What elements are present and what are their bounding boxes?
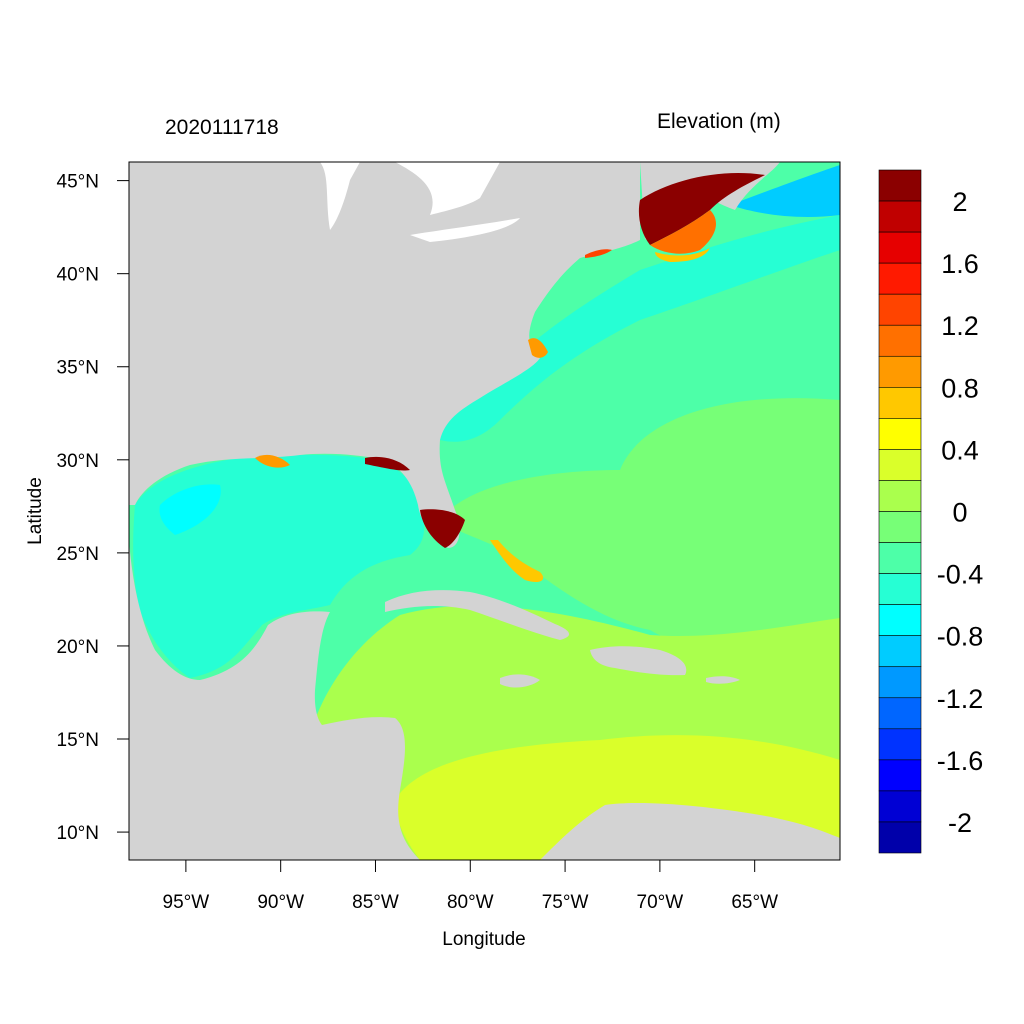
colorbar-label: 0.8	[941, 373, 979, 403]
south-america-land	[540, 803, 840, 860]
colorbar-swatch	[878, 759, 922, 792]
colorbar-swatch	[878, 697, 922, 730]
colorbar-swatch	[878, 604, 922, 636]
date-label: 2020111718	[165, 116, 279, 139]
lon-tick-label: 80°W	[447, 892, 494, 913]
colorbar-label: 1.2	[941, 311, 979, 341]
colorbar-label: 1.6	[941, 249, 979, 279]
colorbar-swatch	[878, 728, 922, 761]
colorbar-swatch	[878, 293, 922, 326]
north-negative-zone	[730, 165, 840, 217]
y-axis-label: Latitude	[25, 477, 46, 545]
colorbar-label: -0.8	[937, 622, 984, 652]
lat-tick-label: 15°N	[57, 730, 99, 751]
colorbar-swatch	[878, 821, 922, 854]
mexico-land	[129, 540, 420, 860]
variable-title: Elevation (m)	[657, 110, 781, 133]
surge-new-england-fringe	[655, 248, 710, 262]
colorbar-swatch	[878, 418, 922, 450]
colorbar-swatch	[878, 635, 922, 668]
lat-tick-label: 25°N	[57, 544, 99, 565]
puerto-rico-land	[706, 676, 740, 684]
lon-tick-label: 70°W	[637, 892, 684, 913]
lat-tick-label: 10°N	[57, 823, 99, 844]
colorbar-swatch	[878, 324, 922, 357]
colorbar-swatch	[878, 387, 922, 419]
colorbar-swatch	[878, 480, 922, 512]
jamaica-land	[500, 674, 540, 688]
colorbar-label: 0.4	[941, 435, 979, 465]
atlantic-coastal-zone	[440, 215, 840, 442]
colorbar-label: -0.4	[937, 560, 984, 590]
gulf-low-zone	[159, 484, 221, 535]
longitude-axis: 95°W 90°W 85°W 80°W 75°W 70°W 65°W	[163, 860, 778, 913]
colorbar-label: -2	[948, 808, 972, 838]
lon-tick-label: 90°W	[257, 892, 304, 913]
lon-tick-label: 95°W	[163, 892, 210, 913]
colorbar-swatch	[878, 511, 922, 543]
latitude-axis: 10°N 15°N 20°N 25°N 30°N 35°N 40°N 45°N	[57, 172, 129, 844]
colorbar-swatch	[878, 200, 922, 233]
surge-new-england-edge	[650, 210, 716, 254]
surge-new-england	[638, 172, 765, 245]
surge-louisiana	[255, 454, 290, 468]
lon-tick-label: 85°W	[352, 892, 399, 913]
surge-big-bend	[365, 456, 410, 471]
hispaniola-land	[590, 646, 687, 676]
north-america-land	[129, 162, 640, 548]
lat-tick-label: 40°N	[57, 265, 99, 286]
colorbar-label: 0	[952, 498, 967, 528]
lon-tick-label: 65°W	[731, 892, 778, 913]
colorbar-swatch	[878, 262, 922, 295]
colorbar-swatch	[878, 573, 922, 605]
lat-tick-label: 45°N	[57, 172, 99, 193]
colorbar-swatch	[878, 666, 922, 699]
colorbar-label: -1.2	[937, 684, 984, 714]
colorbar-label: 2	[952, 187, 967, 217]
surge-south-florida	[420, 509, 465, 548]
colorbar-legend: 2 1.6 1.2 0.8 0.4 0 -0.4 -0.8 -1.2 -1.6 -2	[878, 169, 984, 854]
colorbar-swatch	[878, 355, 922, 388]
lat-tick-label: 20°N	[57, 637, 99, 658]
colorbar-label: -1.6	[937, 746, 984, 776]
lon-tick-label: 75°W	[542, 892, 589, 913]
lat-tick-label: 30°N	[57, 451, 99, 472]
lat-tick-label: 35°N	[57, 358, 99, 379]
colorbar-swatch	[878, 542, 922, 574]
surge-bahamas	[490, 540, 544, 583]
x-axis-label: Longitude	[442, 929, 525, 950]
surge-carolina	[528, 338, 548, 358]
plot-frame	[128, 161, 841, 861]
great-lakes	[320, 162, 520, 242]
colorbar-swatch	[878, 169, 922, 202]
colorbar-swatch	[878, 231, 922, 264]
colorbar-swatch	[878, 790, 922, 823]
cuba-land	[385, 590, 570, 640]
map-plot-area	[129, 162, 840, 860]
surge-long-island	[585, 249, 612, 258]
ocean-zone-zero	[440, 398, 840, 650]
colorbar-swatch	[878, 449, 922, 481]
